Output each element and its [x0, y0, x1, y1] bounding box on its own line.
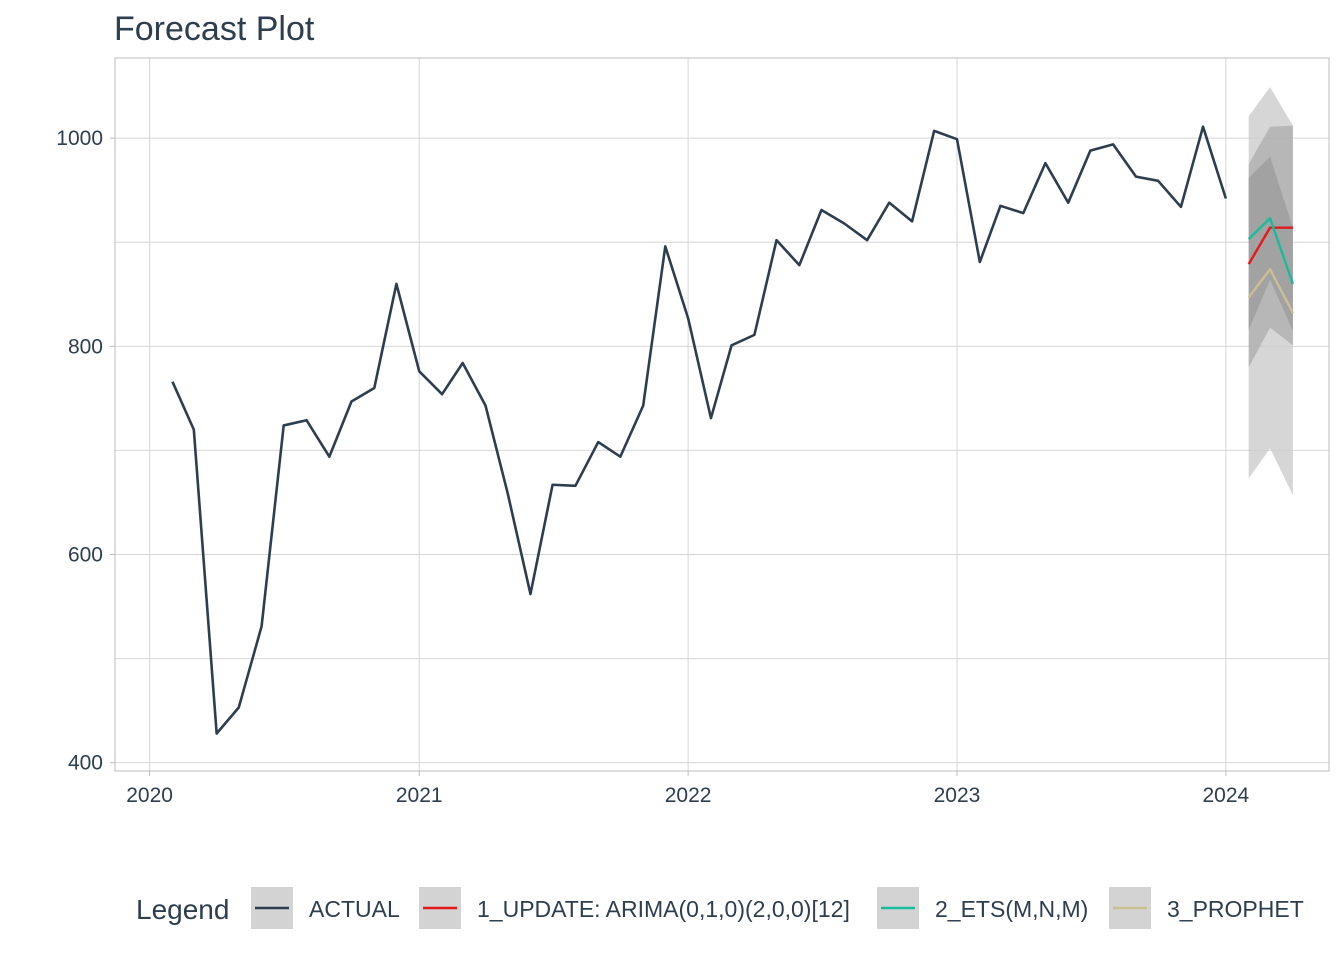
legend-title: Legend: [136, 894, 229, 925]
x-tick-label: 2023: [934, 784, 981, 807]
chart-title: Forecast Plot: [114, 10, 315, 48]
x-tick-label: 2022: [665, 784, 712, 807]
series-line-1: [171, 125, 1228, 735]
legend-label: 2_ETS(M,N,M): [935, 896, 1088, 922]
series-lines: [171, 125, 1295, 735]
grid: [115, 58, 1329, 771]
legend-label: 1_UPDATE: ARIMA(0,1,0)(2,0,0)[12]: [477, 896, 850, 922]
legend: Legend ACTUAL 1_UPDATE: ARIMA(0,1,0)(2,0,…: [136, 887, 1304, 929]
y-tick-label: 1000: [56, 127, 103, 150]
series-line-4: [1247, 268, 1294, 314]
panel-border: [114, 57, 1330, 772]
y-axis-ticks: 400 600 800 1000: [56, 127, 115, 775]
series-line-2: [1247, 226, 1293, 265]
x-tick-label: 2020: [126, 784, 173, 807]
y-tick-label: 800: [68, 335, 103, 358]
prediction-interval-band-3: [1248, 156, 1293, 331]
y-tick-label: 400: [68, 752, 103, 775]
legend-label: ACTUAL: [309, 896, 400, 922]
x-tick-label: 2021: [396, 784, 443, 807]
x-tick-label: 2024: [1203, 784, 1250, 807]
series-line-3: [1247, 217, 1295, 285]
prediction-intervals: [1248, 87, 1293, 496]
x-axis-ticks: 2020 2021 2022 2023 2024: [126, 771, 1250, 807]
y-tick-label: 600: [68, 543, 103, 566]
legend-label: 3_PROPHET: [1167, 896, 1304, 922]
